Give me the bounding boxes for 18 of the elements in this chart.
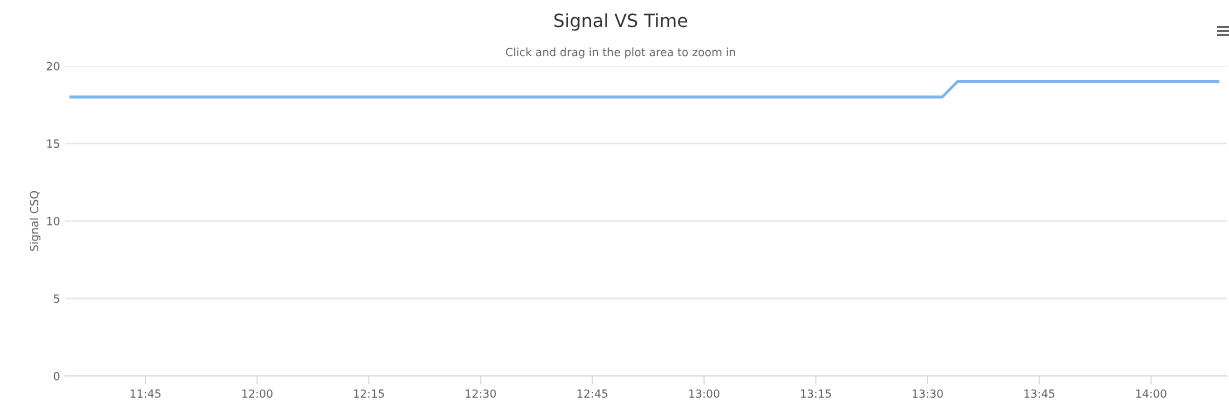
y-tick-label: 5	[53, 294, 60, 303]
x-tick-label: 13:45	[1024, 389, 1055, 398]
x-tick-label: 12:45	[577, 389, 608, 398]
y-axis-title: Signal CSQ	[29, 191, 41, 251]
x-tick-label: 13:15	[801, 389, 831, 398]
x-tick-label: 12:30	[465, 389, 496, 398]
x-tick-label: 14:00	[1136, 389, 1167, 398]
y-tick-label: 15	[47, 139, 60, 148]
x-tick-label: 13:30	[912, 389, 943, 398]
y-tick-label: 20	[46, 61, 60, 71]
chart-title: Signal VS Time	[554, 13, 688, 31]
chart-subtitle: Click and drag in the plot area to zoom in	[505, 47, 736, 59]
y-tick-label: 0	[53, 371, 60, 381]
x-tick-label: 12:00	[242, 389, 273, 398]
y-tick-label: 10	[47, 216, 60, 226]
x-tick-label: 11:45	[130, 389, 161, 398]
x-tick-label: 13:00	[689, 389, 720, 398]
x-tick-label: 12:15	[354, 389, 384, 398]
